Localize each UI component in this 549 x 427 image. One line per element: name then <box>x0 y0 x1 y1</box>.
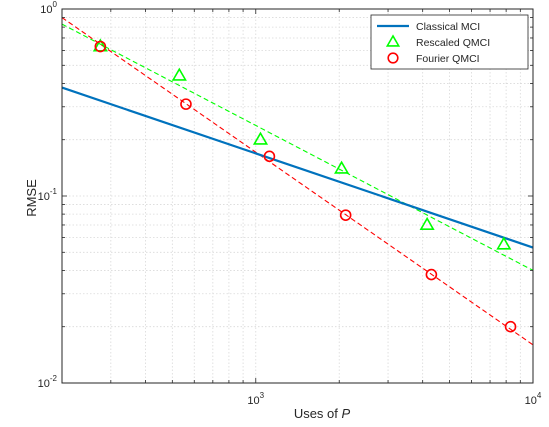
rescaled-qmci-point <box>171 67 187 81</box>
fourier-qmci-point <box>94 40 107 53</box>
rescaled-qmci-fit-line <box>61 23 534 271</box>
rescaled-qmci-point <box>252 131 269 145</box>
fourier-qmci-point <box>180 98 192 110</box>
fourier-qmci-point <box>339 209 352 221</box>
legend: Classical MCI Rescaled QMCI Fourier QMCI <box>370 14 529 70</box>
x-axis-label-text: Uses of <box>294 406 338 421</box>
rescaled-qmci-point <box>334 160 350 174</box>
series-layer <box>61 38 534 333</box>
x-tick-label: 103 <box>247 391 264 407</box>
y-tick-exponent: -2 <box>50 374 58 383</box>
rescaled-qmci-point <box>419 216 435 230</box>
y-tick-base: 10 <box>38 378 50 390</box>
legend-label: Classical MCI <box>416 21 480 33</box>
y-tick-label: 10-2 <box>38 374 58 390</box>
x-tick-label: 104 <box>525 391 542 407</box>
classical-mci-line <box>61 86 534 249</box>
y-tick-base: 10 <box>38 191 50 203</box>
y-tick-exponent: -1 <box>50 187 58 196</box>
legend-label: Rescaled QMCI <box>416 37 490 49</box>
fourier-qmci-point <box>504 320 517 333</box>
y-tick-label: 10-1 <box>38 187 58 203</box>
y-axis-label: RMSE <box>24 179 39 217</box>
x-axis-label-variable: P <box>342 406 351 421</box>
x-tick-base: 10 <box>525 395 537 407</box>
fourier-qmci-point <box>425 268 438 281</box>
fit-lines <box>61 17 534 346</box>
y-tick-base: 10 <box>40 4 52 16</box>
legend-swatch-fourier-qmci <box>387 52 399 64</box>
rescaled-qmci-point <box>496 236 512 250</box>
y-tick-label: 100 <box>40 0 57 16</box>
x-axis-label: Uses of P <box>294 406 351 421</box>
legend-swatch-rescaled-qmci <box>385 34 401 47</box>
x-tick-exponent: 3 <box>260 391 265 400</box>
y-tick-exponent: 0 <box>53 0 58 9</box>
legend-label: Fourier QMCI <box>416 53 480 65</box>
fourier-qmci-point <box>263 150 276 163</box>
x-tick-base: 10 <box>247 395 259 407</box>
x-tick-exponent: 4 <box>537 391 542 400</box>
